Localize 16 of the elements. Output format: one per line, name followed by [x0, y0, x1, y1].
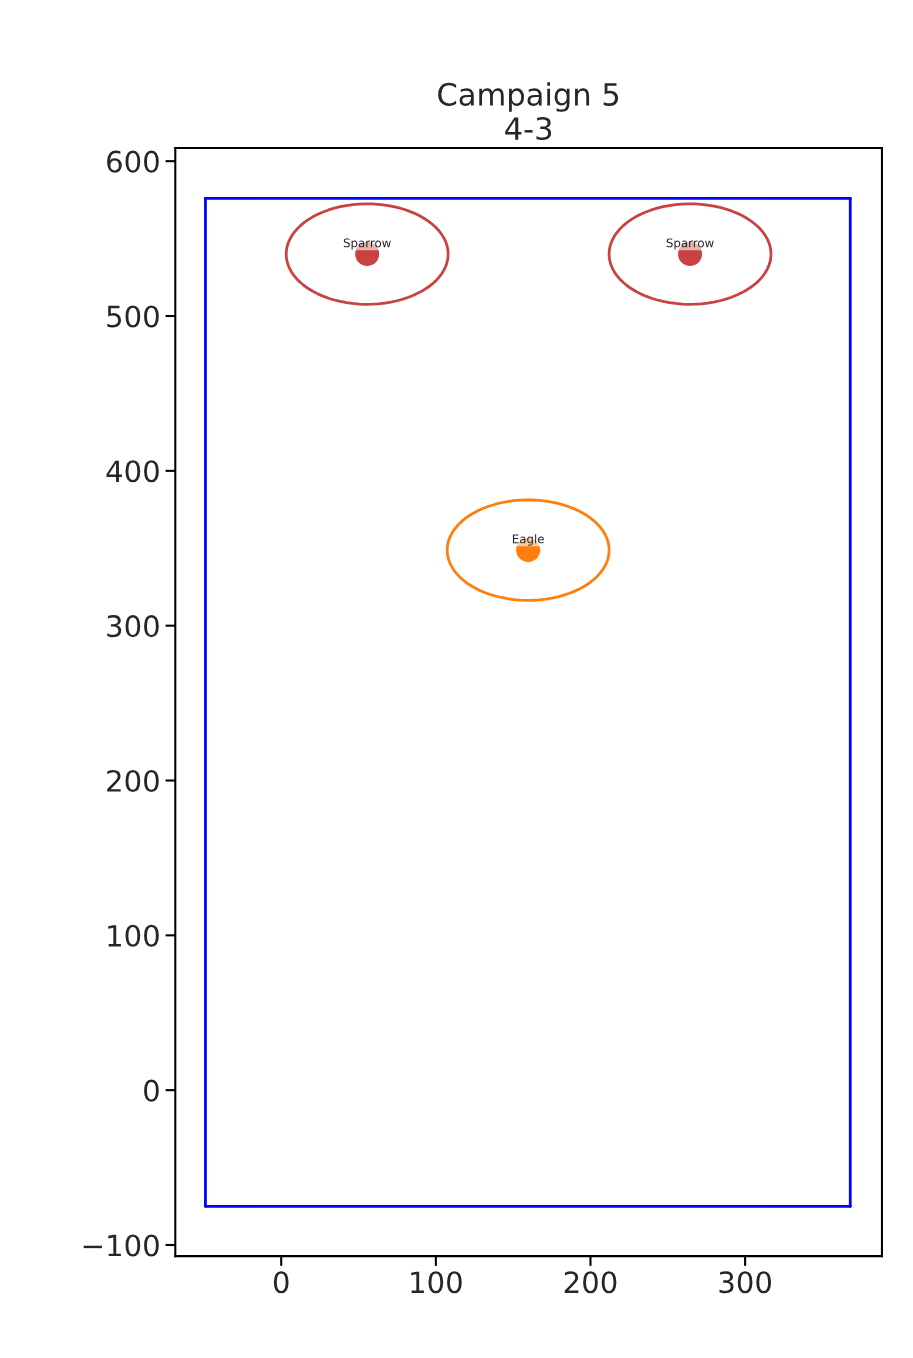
x-tick-label: 0: [273, 1271, 289, 1294]
y-tick-label: −100: [83, 1234, 159, 1257]
y-tick-label: 600: [107, 150, 159, 173]
y-tick-label: 300: [107, 615, 159, 638]
y-tick-label: 0: [144, 1079, 159, 1102]
text: Sparrow: [666, 238, 714, 250]
series-label: Sparrow: [343, 238, 391, 250]
x-tick-label: 300: [719, 1271, 772, 1294]
x-tick-label: 100: [411, 1271, 462, 1294]
y-tick-label: 500: [107, 305, 159, 328]
chart-title: Campaign 5 4-3: [438, 82, 619, 141]
y-tick-label: 400: [106, 460, 159, 483]
series-label: Eagle: [512, 534, 544, 546]
x-tick-label: 200: [564, 1271, 617, 1294]
y-tick-label: 200: [107, 769, 159, 792]
y-tick-label: 100: [108, 924, 159, 947]
